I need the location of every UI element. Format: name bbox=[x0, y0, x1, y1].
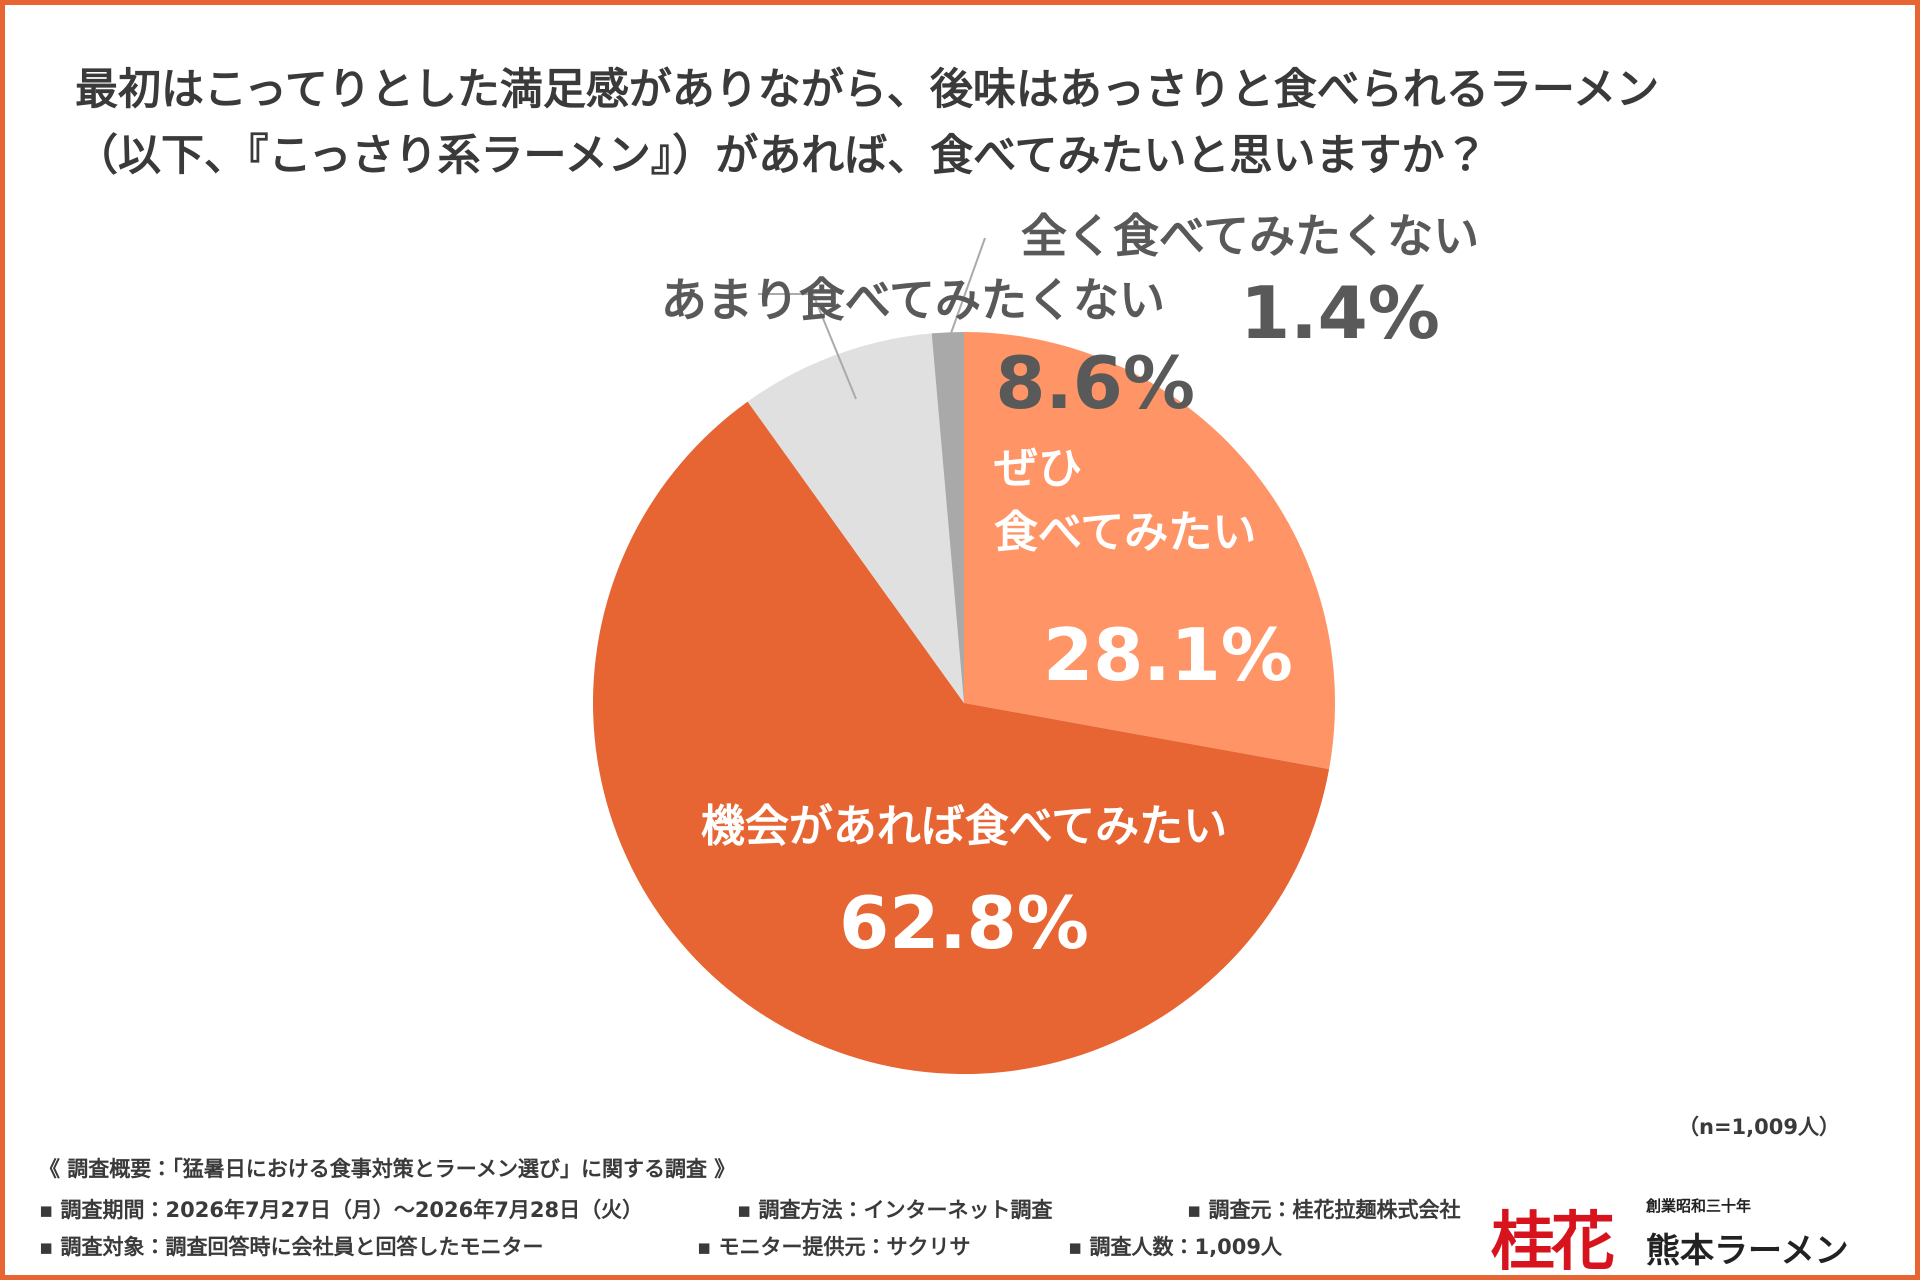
category-label: 全く食べてみたくない bbox=[1021, 209, 1480, 263]
footer-item: ▪ モニター提供元：サクリサ bbox=[697, 1235, 971, 1259]
leader-line bbox=[949, 237, 986, 337]
pie-chart bbox=[592, 237, 1335, 1074]
logo-mark: 桂花 bbox=[1491, 1205, 1615, 1280]
logo-tagline: 創業昭和三十年 bbox=[1646, 1197, 1752, 1215]
leader-line bbox=[758, 293, 857, 400]
value-label: 8.6% bbox=[995, 341, 1195, 425]
value-label: 62.8% bbox=[839, 881, 1089, 965]
footer-item: ▪ 調査方法：インターネット調査 bbox=[737, 1198, 1053, 1222]
footer-item: ▪ 調査期間：2026年7月27日（月）～2026年7月28日（火） bbox=[39, 1198, 644, 1222]
footer-item: ▪ 調査対象：調査回答時に会社員と回答したモニター bbox=[39, 1235, 544, 1259]
chart-title: 最初はこってりとした満足感がありながら、後味はあっさりと食べられるラーメン （以… bbox=[75, 65, 1660, 181]
footer-item: ▪ 調査人数：1,009人 bbox=[1068, 1235, 1282, 1259]
pie-slice bbox=[592, 401, 1330, 1074]
footer-heading: 《 調査概要：「猛暑日における食事対策とラーメン選び」に関する調査 》 bbox=[39, 1157, 736, 1181]
footer-item: ▪ 調査元：桂花拉麺株式会社 bbox=[1187, 1198, 1461, 1222]
value-label: 28.1% bbox=[1043, 613, 1293, 697]
pie-slice bbox=[931, 332, 964, 703]
value-label: 1.4% bbox=[1240, 271, 1440, 355]
sample-note: （n=1,009人） bbox=[1678, 1115, 1840, 1139]
pie-slice bbox=[747, 333, 964, 703]
category-label: 機会があれば食べてみたい bbox=[700, 801, 1228, 852]
pie-slice bbox=[964, 332, 1335, 770]
logo-name: 熊本ラーメン bbox=[1646, 1231, 1849, 1271]
category-label: あまり食べてみたくない bbox=[660, 273, 1165, 327]
category-label: ぜひ 食べてみたい bbox=[994, 443, 1257, 558]
